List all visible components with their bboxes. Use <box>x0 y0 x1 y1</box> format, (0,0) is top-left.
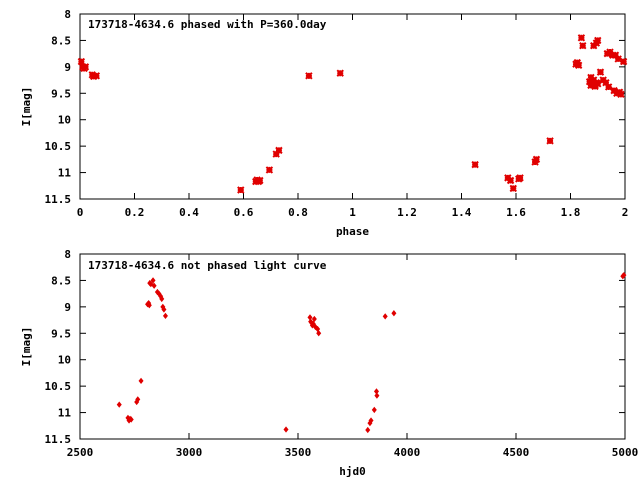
x-tick-label: 4500 <box>503 446 530 459</box>
data-point <box>162 312 168 319</box>
x-tick-label: 0.4 <box>179 206 199 219</box>
data-point <box>138 377 144 384</box>
y-tick-label: 9 <box>64 301 71 314</box>
data-point <box>371 406 377 414</box>
x-tick-label: 0.2 <box>125 206 145 219</box>
y-tick-label: 10.5 <box>45 140 72 153</box>
data-point <box>613 89 621 97</box>
y-tick-label: 8.5 <box>51 34 71 47</box>
data-point <box>151 282 157 289</box>
data-point <box>316 330 322 337</box>
y-tick-label: 10.5 <box>45 380 72 393</box>
y-tick-label: 11 <box>58 167 72 180</box>
data-point <box>135 396 141 403</box>
data-point <box>310 320 316 327</box>
x-tick-label: 5000 <box>612 446 639 459</box>
y-tick-label: 8 <box>64 8 71 21</box>
y-tick-label: 8.5 <box>51 274 71 287</box>
y-axis-label: I[mag] <box>20 87 33 127</box>
data-point <box>577 34 586 42</box>
data-point <box>619 57 628 66</box>
chart-title: 173718-4634.6 phased with P=360.0day <box>88 18 327 31</box>
y-tick-label: 9.5 <box>51 87 71 100</box>
x-tick-label: 1.6 <box>506 206 526 219</box>
x-tick-label: 2500 <box>67 446 94 459</box>
data-point <box>81 63 90 71</box>
x-tick-label: 0 <box>77 206 84 219</box>
data-point <box>92 72 101 80</box>
data-point <box>594 36 602 45</box>
chart-title: 173718-4634.6 not phased light curve <box>88 259 327 272</box>
data-point <box>256 176 264 185</box>
data-point <box>471 160 479 169</box>
data-point <box>617 90 625 99</box>
data-point <box>382 313 388 320</box>
data-point <box>150 277 156 284</box>
data-point <box>602 79 610 87</box>
data-point <box>311 315 317 323</box>
x-tick-label: 1 <box>349 206 356 219</box>
x-tick-label: 3500 <box>285 446 312 459</box>
data-point <box>148 280 154 288</box>
phased-panel: 0 0.2 0.4 0.6 0.8 1 1.2 1.4 1.6 1.8 2 8 8.5 9 9.5 10 10.… <box>20 8 628 238</box>
data-point <box>305 72 313 80</box>
plot-frame <box>79 13 626 200</box>
y-tick-label: 9 <box>64 61 71 74</box>
x-tick-label: 0.8 <box>288 206 308 219</box>
data-point <box>161 306 167 313</box>
data-point <box>506 176 515 185</box>
data-point <box>604 83 613 91</box>
data-point <box>275 146 283 155</box>
data-point <box>509 184 517 193</box>
x-tick-label: 0.6 <box>234 206 254 219</box>
data-point <box>283 426 289 433</box>
data-point <box>374 392 380 399</box>
x-tick-label: 3000 <box>176 446 203 459</box>
data-point <box>307 314 313 321</box>
y-tick-label: 10 <box>58 114 71 127</box>
data-point <box>128 416 134 423</box>
x-tick-label: 2 <box>622 206 629 219</box>
data-point <box>594 80 602 88</box>
x-tick-label: 1.8 <box>561 206 581 219</box>
data-point <box>611 51 620 59</box>
data-point <box>116 401 122 408</box>
x-tick-label: 1.2 <box>397 206 417 219</box>
data-point <box>237 186 245 194</box>
data-point <box>516 174 524 182</box>
data-point <box>596 68 605 76</box>
data-point <box>365 426 371 434</box>
data-point <box>368 417 374 424</box>
y-tick-label: 11 <box>58 407 72 420</box>
y-tick-label: 11.5 <box>45 193 72 206</box>
data-point <box>159 295 165 303</box>
y-axis-label: I[mag] <box>20 327 33 367</box>
y-tick-label: 11.5 <box>45 433 72 446</box>
y-tick-label: 10 <box>58 354 71 367</box>
data-point <box>579 42 587 50</box>
data-point <box>272 150 280 158</box>
data-point <box>546 137 554 145</box>
x-tick-label: 1.4 <box>452 206 472 219</box>
data-point <box>532 155 541 164</box>
x-tick-label: 4000 <box>394 446 421 459</box>
data-point <box>574 61 583 69</box>
data-point <box>336 69 344 77</box>
y-tick-label: 8 <box>64 248 71 261</box>
data-point <box>77 57 86 66</box>
x-axis-label: phase <box>336 225 369 238</box>
data-point <box>265 166 274 174</box>
data-point <box>391 310 397 317</box>
plot-frame <box>79 253 626 440</box>
y-tick-label: 9.5 <box>51 327 71 340</box>
data-point <box>146 302 152 309</box>
x-axis-label: hjd0 <box>339 465 366 478</box>
unphased-panel: 2500 3000 3500 4000 4500 5000 8 8.5 9 9.5 10 10.5 11… <box>20 248 638 478</box>
data-point <box>614 55 622 63</box>
data-point <box>621 272 627 279</box>
data-point <box>585 77 594 86</box>
